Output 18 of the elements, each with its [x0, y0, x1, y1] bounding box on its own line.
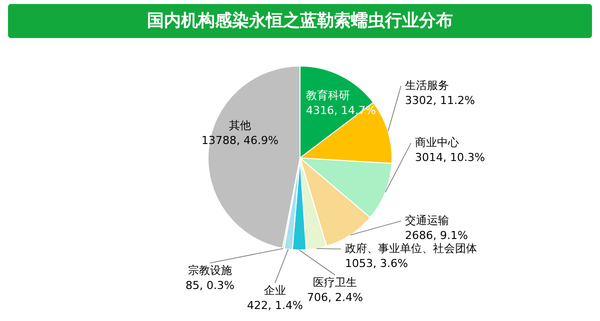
slice-label: 交通运输	[405, 214, 449, 227]
slice-label: 其他	[229, 119, 251, 132]
data-label: 1053, 3.6%	[345, 257, 408, 270]
slice-label: 商业中心	[415, 136, 459, 149]
data-label: 13788, 46.9%	[202, 134, 278, 147]
slice-label: 企业	[264, 284, 286, 297]
data-label: 2686, 9.1%	[405, 229, 468, 242]
slice-label: 宗教设施	[188, 264, 232, 277]
chart-title: 国内机构感染永恒之蓝勒索蠕虫行业分布	[147, 11, 453, 31]
data-label: 422, 1.4%	[247, 299, 303, 312]
slice-label: 医疗卫生	[313, 276, 357, 289]
slice-label: 政府、事业单位、社会团体	[345, 242, 477, 255]
slice-label: 生活服务	[405, 79, 449, 92]
data-label: 3014, 10.3%	[415, 151, 485, 164]
data-label: 85, 0.3%	[186, 279, 234, 292]
data-label: 706, 2.4%	[307, 291, 363, 304]
slice-label: 教育科研	[306, 89, 350, 102]
data-label: 3302, 11.2%	[405, 94, 475, 107]
